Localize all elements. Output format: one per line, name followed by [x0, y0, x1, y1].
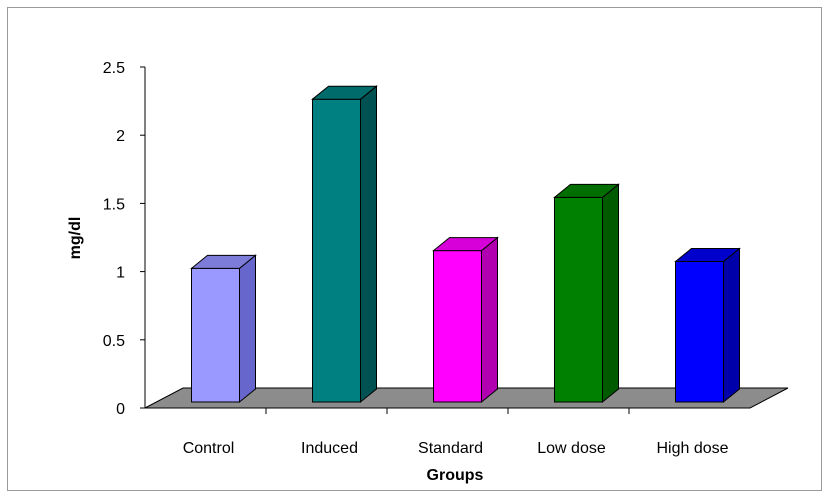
bar-side: [602, 183, 619, 404]
bar-front: [312, 98, 361, 403]
bar-top: [553, 183, 620, 198]
x-tick-label: High dose: [656, 440, 728, 457]
bar-front: [191, 267, 240, 403]
bar: [674, 247, 741, 404]
x-tick-label: Low dose: [537, 440, 606, 457]
bars-layer: [190, 85, 741, 404]
y-tick-label: 1.5: [103, 196, 125, 213]
x-tick-label: Standard: [418, 440, 483, 457]
bar-top: [311, 85, 378, 100]
bar-side: [481, 236, 498, 404]
x-tick-labels: Control Induced Standard Low dose High dose: [183, 440, 729, 457]
y-tick-label: 2.5: [103, 60, 125, 77]
x-tick-label: Control: [183, 440, 235, 457]
bar-side: [239, 254, 256, 404]
y-tick-label: 0.5: [103, 333, 125, 350]
chart-frame: [7, 7, 822, 491]
bar-front: [554, 196, 603, 403]
x-axis-title: Groups: [427, 467, 484, 484]
bar-side: [723, 247, 740, 404]
y-tick-label: 1: [116, 265, 125, 282]
bar: [190, 254, 257, 404]
bar: [311, 85, 378, 404]
y-axis-title: mg/dl: [67, 217, 84, 260]
x-tick-label: Induced: [301, 440, 358, 457]
bar-front: [433, 250, 482, 403]
bar-top: [190, 254, 257, 269]
y-tick-label: 2: [116, 128, 125, 145]
bar-front: [675, 261, 724, 403]
bar: [432, 236, 499, 404]
bar-top: [674, 248, 741, 263]
bar-side: [360, 85, 377, 404]
bar: [553, 183, 620, 404]
y-tick-label: 0: [116, 401, 125, 418]
y-tick-labels: 0 0.5 1 1.5 2 2.5: [103, 60, 125, 418]
bar-top: [432, 237, 499, 252]
y-axis: [140, 66, 630, 414]
